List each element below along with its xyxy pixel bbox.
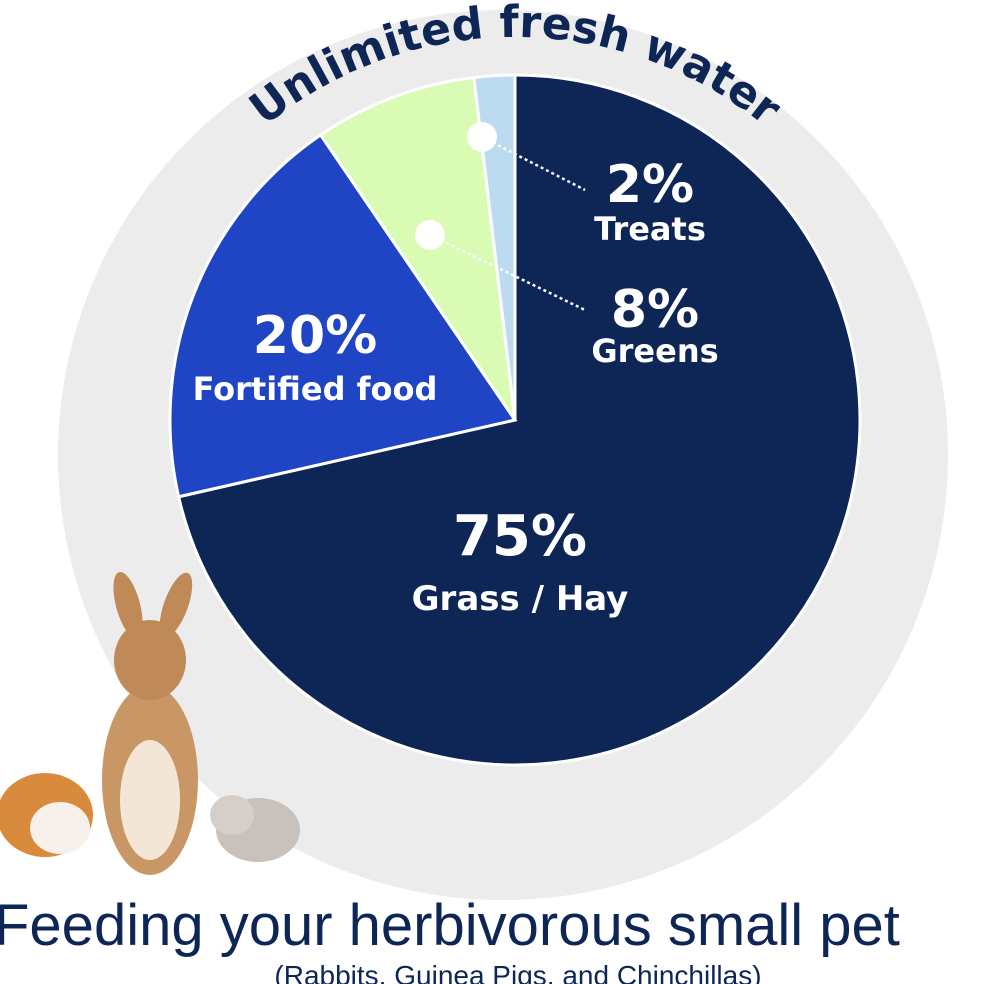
category-label: Fortified food	[193, 370, 438, 408]
labels: 75% Grass / Hay 20% Fortified food 8%Greens 2…	[193, 122, 719, 619]
leader-line	[481, 135, 586, 192]
footer-title: Feeding your herbivorous small pet	[0, 893, 900, 958]
leader-line	[429, 233, 586, 312]
pie-slice	[168, 132, 518, 499]
pie-slice	[318, 75, 517, 421]
footer-subtitle: (Rabbits, Guinea Pigs, and Chinchillas)	[274, 960, 761, 984]
pie-slice	[472, 73, 517, 421]
value-label: 8%	[611, 280, 699, 340]
value-label: 2%	[606, 155, 694, 215]
pets-illustration	[0, 572, 300, 875]
pie	[168, 73, 862, 767]
value-label: 20%	[253, 306, 377, 366]
rabbit-head	[114, 620, 186, 700]
rabbit-belly	[120, 740, 180, 860]
category-label: Greens	[591, 332, 718, 370]
pie-slice	[176, 73, 862, 767]
chinchilla-head	[210, 795, 254, 835]
rabbit-ear	[113, 572, 143, 638]
value-label: 75%	[453, 504, 587, 569]
category-label: Grass / Hay	[412, 579, 629, 619]
guinea-pig-face	[30, 802, 90, 854]
rabbit-ear	[159, 572, 193, 638]
leader-dot	[467, 122, 497, 152]
category-label: Treats	[594, 210, 706, 248]
leader-dot	[415, 220, 445, 250]
